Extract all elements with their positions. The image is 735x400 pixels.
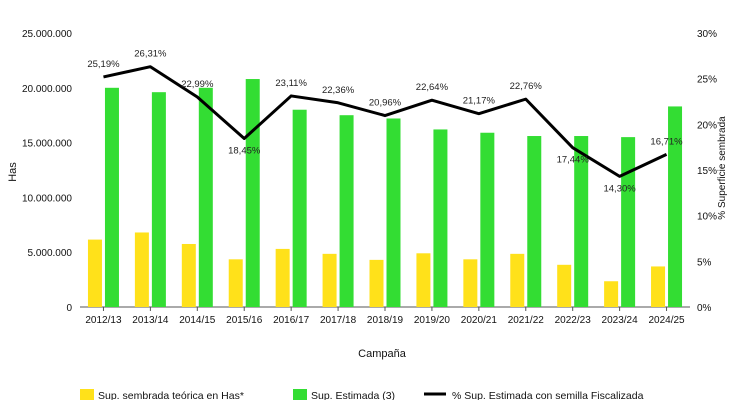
pct-data-label: 26,31%: [134, 49, 167, 60]
bar-sup-sembrada: [181, 243, 196, 307]
legend-label-bar1: Sup. sembrada teórica en Has*: [98, 390, 244, 400]
x-tick-label: 2017/18: [320, 315, 357, 326]
y2-tick-label: 10%: [697, 212, 717, 223]
bar-sup-estimada: [151, 92, 166, 308]
x-tick-label: 2023/24: [602, 315, 639, 326]
x-tick-label: 2022/23: [555, 315, 592, 326]
y-tick-label: 15.000.000: [22, 139, 72, 150]
pct-data-label: 16,71%: [650, 136, 683, 147]
y-tick-label: 20.000.000: [22, 84, 72, 95]
bar-sup-sembrada: [87, 239, 102, 307]
bar-sup-estimada: [668, 106, 683, 307]
pct-data-label: 22,76%: [510, 81, 543, 92]
x-tick-label: 2016/17: [273, 315, 310, 326]
left-axis-ticks: 0 5.000.000 10.000.000 15.000.000 20.000.000…: [22, 29, 73, 314]
legend-swatch-bar1: [80, 389, 94, 400]
bar-sup-estimada: [292, 109, 307, 307]
y-tick-label: 25.000.000: [22, 29, 72, 40]
y2-tick-label: 20%: [697, 120, 717, 131]
bar-sup-sembrada: [604, 281, 619, 307]
x-tick-label: 2020/21: [461, 315, 498, 326]
bar-sup-sembrada: [228, 259, 243, 307]
bar-sup-estimada: [433, 129, 448, 307]
x-tick-label: 2013/14: [132, 315, 169, 326]
pct-data-label: 22,64%: [416, 82, 449, 93]
pct-data-label: 18,45%: [228, 145, 261, 156]
plot-area: 25,19% 26,31% 22,99% 18,45% 23,11% 22,36% 20,9…: [80, 49, 690, 308]
x-tick-label: 2014/15: [179, 315, 216, 326]
y2-tick-label: 5%: [697, 257, 712, 268]
bar-sup-sembrada: [651, 266, 666, 307]
y-tick-label: 10.000.000: [22, 193, 72, 204]
bar-sup-sembrada: [322, 253, 337, 307]
x-tick-label: 2019/20: [414, 315, 451, 326]
y2-tick-label: 30%: [697, 29, 717, 40]
bar-sup-estimada: [527, 136, 542, 307]
bar-sup-sembrada: [369, 259, 384, 307]
x-tick-label: 2015/16: [226, 315, 263, 326]
pct-data-label: 25,19%: [87, 59, 120, 70]
bar-sup-sembrada: [463, 259, 478, 307]
x-tick-label: 2012/13: [85, 315, 122, 326]
legend: Sup. sembrada teórica en Has* Sup. Estim…: [80, 389, 644, 400]
bar-sup-estimada: [574, 136, 589, 307]
y2-tick-label: 25%: [697, 75, 717, 86]
pct-data-label: 17,44%: [557, 155, 590, 166]
x-tick-label: 2018/19: [367, 315, 404, 326]
x-tick-label: 2021/22: [508, 315, 545, 326]
x-tick-label: 2024/25: [648, 315, 685, 326]
bar-sup-estimada: [621, 137, 636, 307]
bar-sup-sembrada: [275, 248, 290, 307]
right-axis-ticks: 0% 5% 10% 15% 20% 25% 30%: [697, 29, 717, 314]
bar-sup-estimada: [198, 87, 213, 307]
legend-label-line: % Sup. Estimada con semilla Fiscalizada: [452, 390, 644, 400]
bar-sup-estimada: [245, 79, 260, 307]
y-axis-title: Has: [7, 162, 19, 182]
bar-sup-estimada: [480, 132, 495, 307]
pct-data-label: 14,30%: [603, 183, 636, 194]
bar-sup-estimada: [386, 118, 401, 307]
pct-data-label: 23,11%: [275, 78, 307, 89]
pct-data-label: 22,36%: [322, 85, 355, 96]
y2-tick-label: 0%: [697, 303, 712, 314]
bar-sup-sembrada: [416, 253, 431, 307]
line-pct-fiscalizada: [103, 65, 668, 178]
bar-sup-sembrada: [557, 264, 572, 307]
bar-sup-estimada: [104, 87, 119, 307]
x-axis-ticks: 2012/13 2013/14 2014/15 2015/16 2016/17 2017/…: [85, 307, 685, 326]
y2-tick-label: 15%: [697, 166, 717, 177]
pct-data-label: 22,99%: [181, 79, 214, 90]
legend-label-bar2: Sup. Estimada (3): [311, 390, 395, 400]
x-axis-title: Campaña: [358, 348, 407, 360]
y-tick-label: 0: [66, 303, 72, 314]
bar-sup-estimada: [339, 115, 354, 307]
bar-sup-sembrada: [510, 253, 525, 307]
pct-data-label: 21,17%: [463, 96, 496, 107]
bar-sup-sembrada: [134, 232, 149, 307]
y-tick-label: 5.000.000: [28, 248, 73, 259]
y2-axis-title: % Superficie sembrada: [717, 116, 728, 220]
legend-swatch-bar2: [293, 389, 307, 400]
pct-data-label: 20,96%: [369, 98, 402, 109]
